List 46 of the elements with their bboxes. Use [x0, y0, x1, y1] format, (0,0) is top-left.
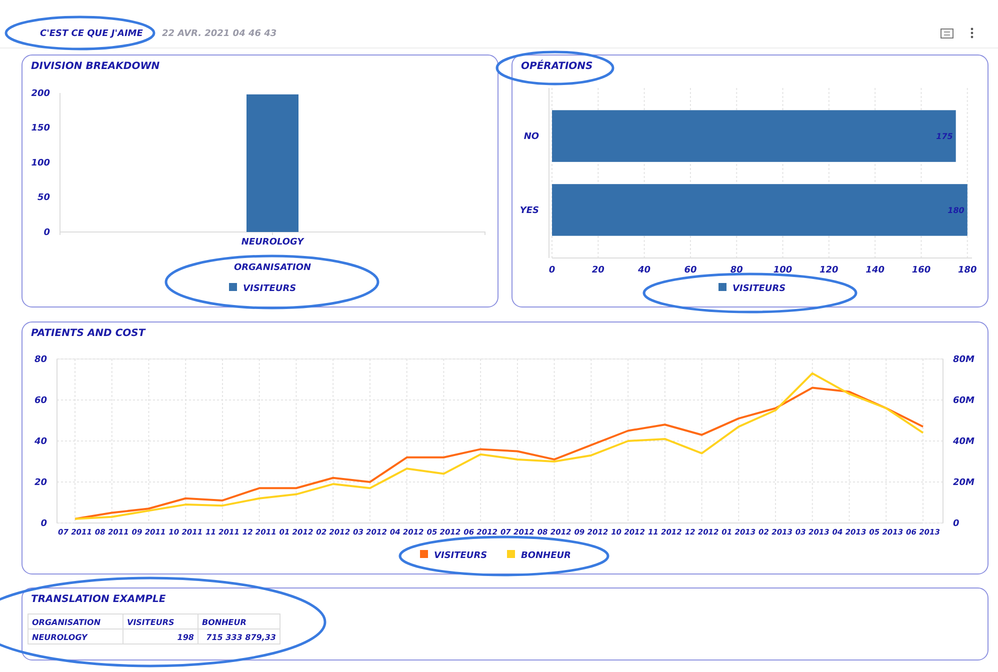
x-tick-label: 40	[637, 265, 651, 276]
x-tick-label: 180	[958, 265, 977, 276]
y-tick-label: 80	[34, 354, 47, 365]
text: TRANSLATION EXAMPLE	[31, 594, 166, 605]
y-tick-label: 50	[37, 193, 50, 204]
x-tick-label: 80	[730, 265, 743, 276]
text: ORGANISATION	[32, 618, 101, 627]
x-tick-label: 0	[548, 265, 556, 276]
legend-label: VISITEURS	[434, 551, 488, 561]
y-tick-label: 40	[33, 436, 47, 447]
chart-title: PATIENTS AND COST	[31, 328, 146, 339]
text: C'EST CE QUE J'AIME	[40, 29, 144, 39]
legend-label: VISITEURS	[732, 284, 786, 294]
legend-label: BONHEUR	[521, 551, 572, 561]
x-tick-label: 140	[866, 265, 884, 276]
y-tick-label: YES	[520, 206, 539, 216]
legend-label: VISITEURS	[243, 284, 296, 294]
text: 22 AVR. 2021 04 46 43	[162, 29, 277, 39]
y2-tick-label: 40M	[952, 436, 975, 447]
y-tick-label: 200	[31, 88, 50, 99]
data-label: 180	[948, 206, 965, 215]
y-tick-label: 0	[44, 228, 50, 238]
x-axis-title: ORGANISATION	[234, 263, 312, 273]
y-tick-label: 150	[31, 124, 50, 134]
y2-tick-label: 20M	[953, 478, 975, 488]
text: VISITEURS	[127, 618, 174, 627]
y2-tick-label: 60M	[953, 396, 975, 406]
y2-tick-label: 0	[953, 518, 960, 529]
chart-title: DIVISION BREAKDOWN	[31, 61, 160, 72]
data-label: 175	[936, 132, 954, 142]
y2-tick-label: 80M	[953, 354, 975, 365]
y-tick-label: 100	[31, 158, 50, 168]
x-tick-label: 60	[684, 265, 697, 276]
text: BONHEUR	[202, 618, 246, 627]
text: 198	[177, 633, 194, 642]
y-tick-label: 20	[34, 478, 47, 488]
x-tick-label: 20	[592, 265, 604, 276]
text: NEUROLOGY	[32, 633, 88, 642]
x-tick-label: 160	[912, 265, 931, 276]
x-tick-label: 100	[773, 265, 792, 276]
text: 715 333 879,33	[206, 633, 276, 642]
y-tick-label: 0	[40, 518, 47, 529]
y-tick-label: 60	[34, 396, 47, 406]
y-tick-label: NO	[524, 132, 540, 142]
chart-title: OPÉRATIONS	[521, 59, 593, 72]
x-tick-label: 120	[820, 265, 838, 276]
